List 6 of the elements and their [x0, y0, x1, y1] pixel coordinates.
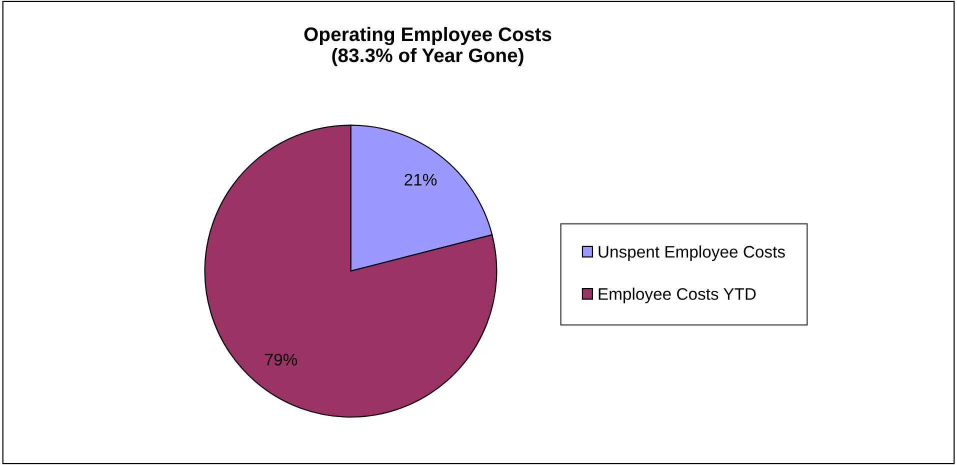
data-label: 21%	[404, 174, 437, 186]
legend-label: Unspent Employee Costs	[598, 245, 785, 262]
chart-title: Operating Employee Costs (83.3% of Year Gone)	[304, 26, 552, 66]
legend-label: Employee Costs YTD	[598, 288, 756, 304]
pie-slice	[204, 124, 498, 418]
data-label: 79%	[265, 354, 298, 366]
